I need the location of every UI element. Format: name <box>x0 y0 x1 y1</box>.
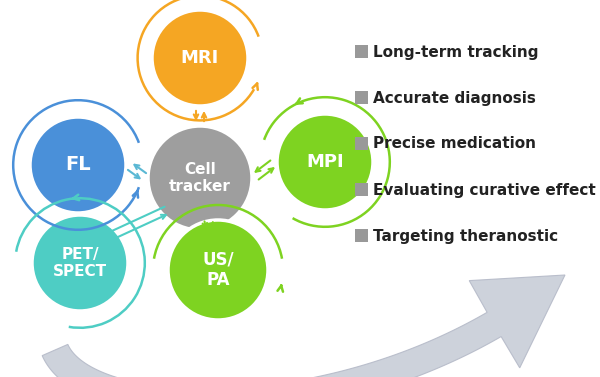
Bar <box>355 137 368 150</box>
Text: US/
PA: US/ PA <box>202 251 234 289</box>
Circle shape <box>148 126 252 230</box>
Circle shape <box>152 10 248 106</box>
Circle shape <box>32 215 128 311</box>
Bar <box>355 91 368 104</box>
Text: FL: FL <box>65 155 91 175</box>
Text: Accurate diagnosis: Accurate diagnosis <box>373 90 536 106</box>
Text: MPI: MPI <box>306 153 344 171</box>
Text: Precise medication: Precise medication <box>373 136 536 152</box>
Circle shape <box>168 220 268 320</box>
Text: Cell
tracker: Cell tracker <box>169 162 231 194</box>
Text: PET/
SPECT: PET/ SPECT <box>53 247 107 279</box>
Text: MRI: MRI <box>181 49 219 67</box>
Bar <box>355 45 368 58</box>
Polygon shape <box>42 275 565 377</box>
Text: Long-term tracking: Long-term tracking <box>373 44 539 60</box>
Text: Evaluating curative effect: Evaluating curative effect <box>373 182 596 198</box>
Text: Targeting theranostic: Targeting theranostic <box>373 228 558 244</box>
Circle shape <box>277 114 373 210</box>
Bar <box>355 183 368 196</box>
Circle shape <box>30 117 126 213</box>
Bar <box>355 229 368 242</box>
